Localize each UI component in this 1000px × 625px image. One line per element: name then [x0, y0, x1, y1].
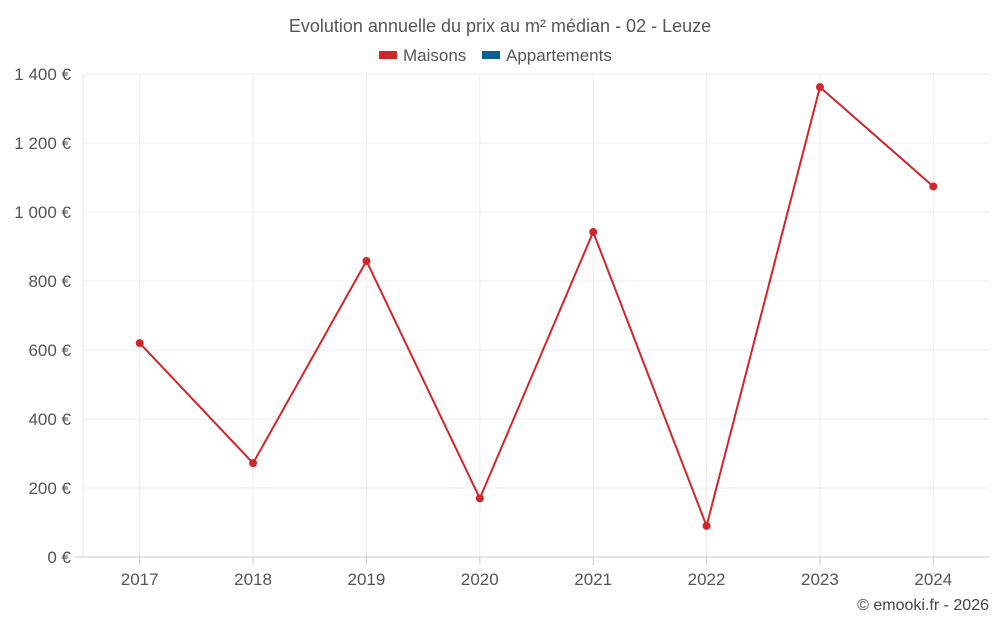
data-point[interactable] — [589, 228, 598, 237]
data-point[interactable] — [362, 256, 371, 265]
y-tick-label: 400 € — [28, 410, 71, 429]
y-tick-label: 600 € — [28, 341, 71, 360]
y-tick-label: 1 200 € — [14, 134, 71, 153]
legend-label-maisons: Maisons — [403, 46, 466, 65]
x-tick-label: 2023 — [801, 570, 839, 589]
legend-label-appartements: Appartements — [506, 46, 612, 65]
x-tick-label: 2022 — [688, 570, 726, 589]
x-tick-label: 2018 — [234, 570, 272, 589]
x-tick-label: 2020 — [461, 570, 499, 589]
y-tick-label: 1 400 € — [14, 65, 71, 84]
legend-swatch-maisons — [379, 51, 397, 59]
chart-title: Evolution annuelle du prix au m² médian … — [289, 16, 711, 36]
legend-item-maisons[interactable]: Maisons — [379, 46, 466, 65]
y-tick-label: 1 000 € — [14, 203, 71, 222]
y-tick-label: 800 € — [28, 272, 71, 291]
axes — [75, 74, 990, 565]
gridlines — [83, 73, 990, 557]
legend-item-appartements[interactable]: Appartements — [482, 46, 612, 65]
y-tick-label: 0 € — [47, 548, 71, 567]
data-point[interactable] — [475, 494, 484, 503]
series-maisons — [135, 83, 938, 530]
credit-text: © emooki.fr - 2026 — [857, 597, 989, 614]
x-tick-label: 2024 — [914, 570, 952, 589]
x-axis-ticks: 2017 2018 2019 2020 2021 2022 2023 2024 — [121, 570, 952, 589]
data-point[interactable] — [929, 182, 938, 191]
data-point[interactable] — [815, 83, 824, 92]
y-tick-label: 200 € — [28, 479, 71, 498]
legend-swatch-appartements — [482, 51, 500, 59]
x-tick-label: 2019 — [348, 570, 386, 589]
data-point[interactable] — [702, 521, 711, 530]
legend: Maisons Appartements — [379, 46, 612, 65]
y-axis-ticks: 0 € 200 € 400 € 600 € 800 € 1 000 € 1 200 € 1 4… — [14, 65, 71, 567]
x-tick-label: 2021 — [574, 570, 612, 589]
data-point[interactable] — [135, 339, 144, 348]
data-point[interactable] — [249, 459, 258, 468]
series-line-maisons — [138, 86, 934, 527]
x-tick-label: 2017 — [121, 570, 159, 589]
